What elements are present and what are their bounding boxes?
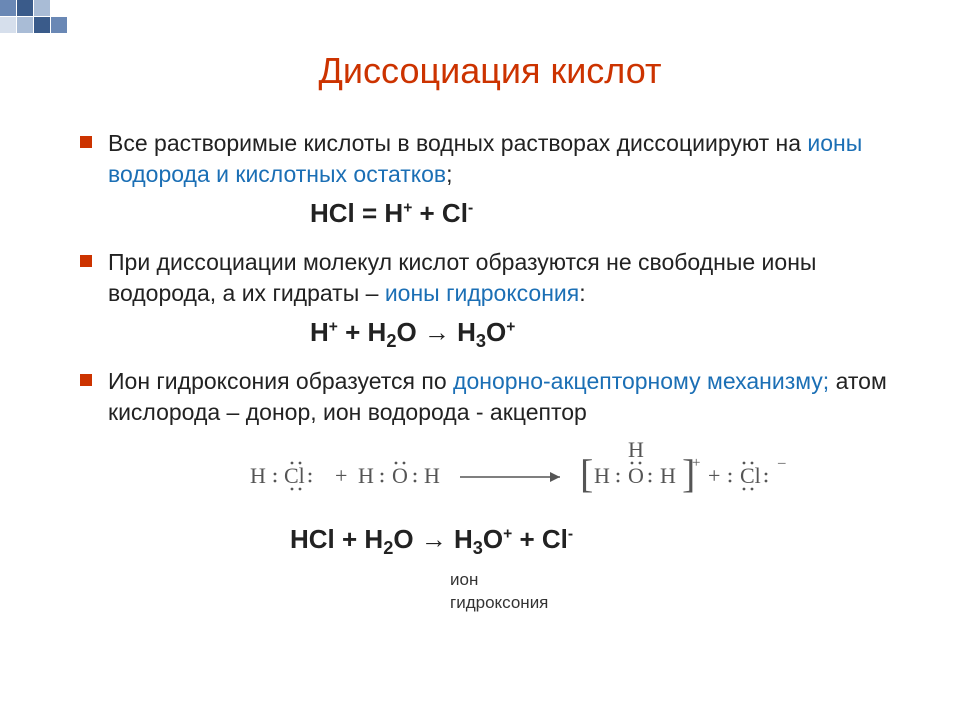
svg-text:H: H <box>594 463 610 488</box>
corner-decoration <box>0 0 67 33</box>
lewis-svg: HCl+HOH[HOHH]++Cl– <box>250 438 810 508</box>
svg-text:H: H <box>250 463 266 488</box>
bullet-post: ; <box>446 161 452 187</box>
lewis-structure-diagram: HCl+HOH[HOHH]++Cl– <box>250 438 900 508</box>
deco-square <box>34 0 50 16</box>
svg-text:Cl: Cl <box>284 463 305 488</box>
bullet-item: Ион гидроксония образуется по донорно-ак… <box>80 366 900 428</box>
caption-line: гидроксония <box>450 591 900 615</box>
svg-text:–: – <box>777 455 786 471</box>
bullet-post: : <box>579 280 585 306</box>
equation-3: HCl + H2O → H3O+ + Cl- <box>290 524 900 559</box>
slide-title: Диссоциация кислот <box>80 50 900 92</box>
svg-text:H: H <box>424 463 440 488</box>
svg-text:O: O <box>392 463 408 488</box>
svg-text:+: + <box>335 463 347 488</box>
svg-text:+: + <box>708 463 720 488</box>
deco-square <box>17 0 33 16</box>
bullet-keyword: ионы гидроксония <box>385 280 579 306</box>
slide-content: Диссоциация кислот Все растворимые кисло… <box>0 0 960 635</box>
ion-caption: ион гидроксония <box>450 568 900 616</box>
bullet-icon <box>80 255 92 267</box>
bullet-text: При диссоциации молекул кислот образуютс… <box>108 247 900 309</box>
bullet-item: При диссоциации молекул кислот образуютс… <box>80 247 900 309</box>
deco-square <box>0 0 16 16</box>
caption-line: ион <box>450 568 900 592</box>
bullet-icon <box>80 136 92 148</box>
deco-square <box>51 17 67 33</box>
bullet-text: Ион гидроксония образуется по донорно-ак… <box>108 366 900 428</box>
deco-square <box>17 17 33 33</box>
bullet-keyword: донорно-акцепторному механизму; <box>453 368 829 394</box>
bullet-pre: Все растворимые кислоты в водных раствор… <box>108 130 807 156</box>
svg-text:H: H <box>358 463 374 488</box>
svg-text:Cl: Cl <box>740 463 761 488</box>
deco-square <box>51 0 67 16</box>
svg-text:H: H <box>628 438 644 462</box>
equation-1: HCl = H+ + Cl- <box>310 198 900 229</box>
bullet-text: Все растворимые кислоты в водных раствор… <box>108 128 900 190</box>
deco-square <box>0 17 16 33</box>
equation-2: H+ + H2O → H3O+ <box>310 317 900 352</box>
deco-square <box>34 17 50 33</box>
bullet-item: Все растворимые кислоты в водных раствор… <box>80 128 900 190</box>
svg-text:[: [ <box>580 451 593 496</box>
svg-text:H: H <box>660 463 676 488</box>
svg-text:+: + <box>692 455 700 471</box>
bullet-icon <box>80 374 92 386</box>
bullet-pre: Ион гидроксония образуется по <box>108 368 453 394</box>
svg-text:O: O <box>628 463 644 488</box>
